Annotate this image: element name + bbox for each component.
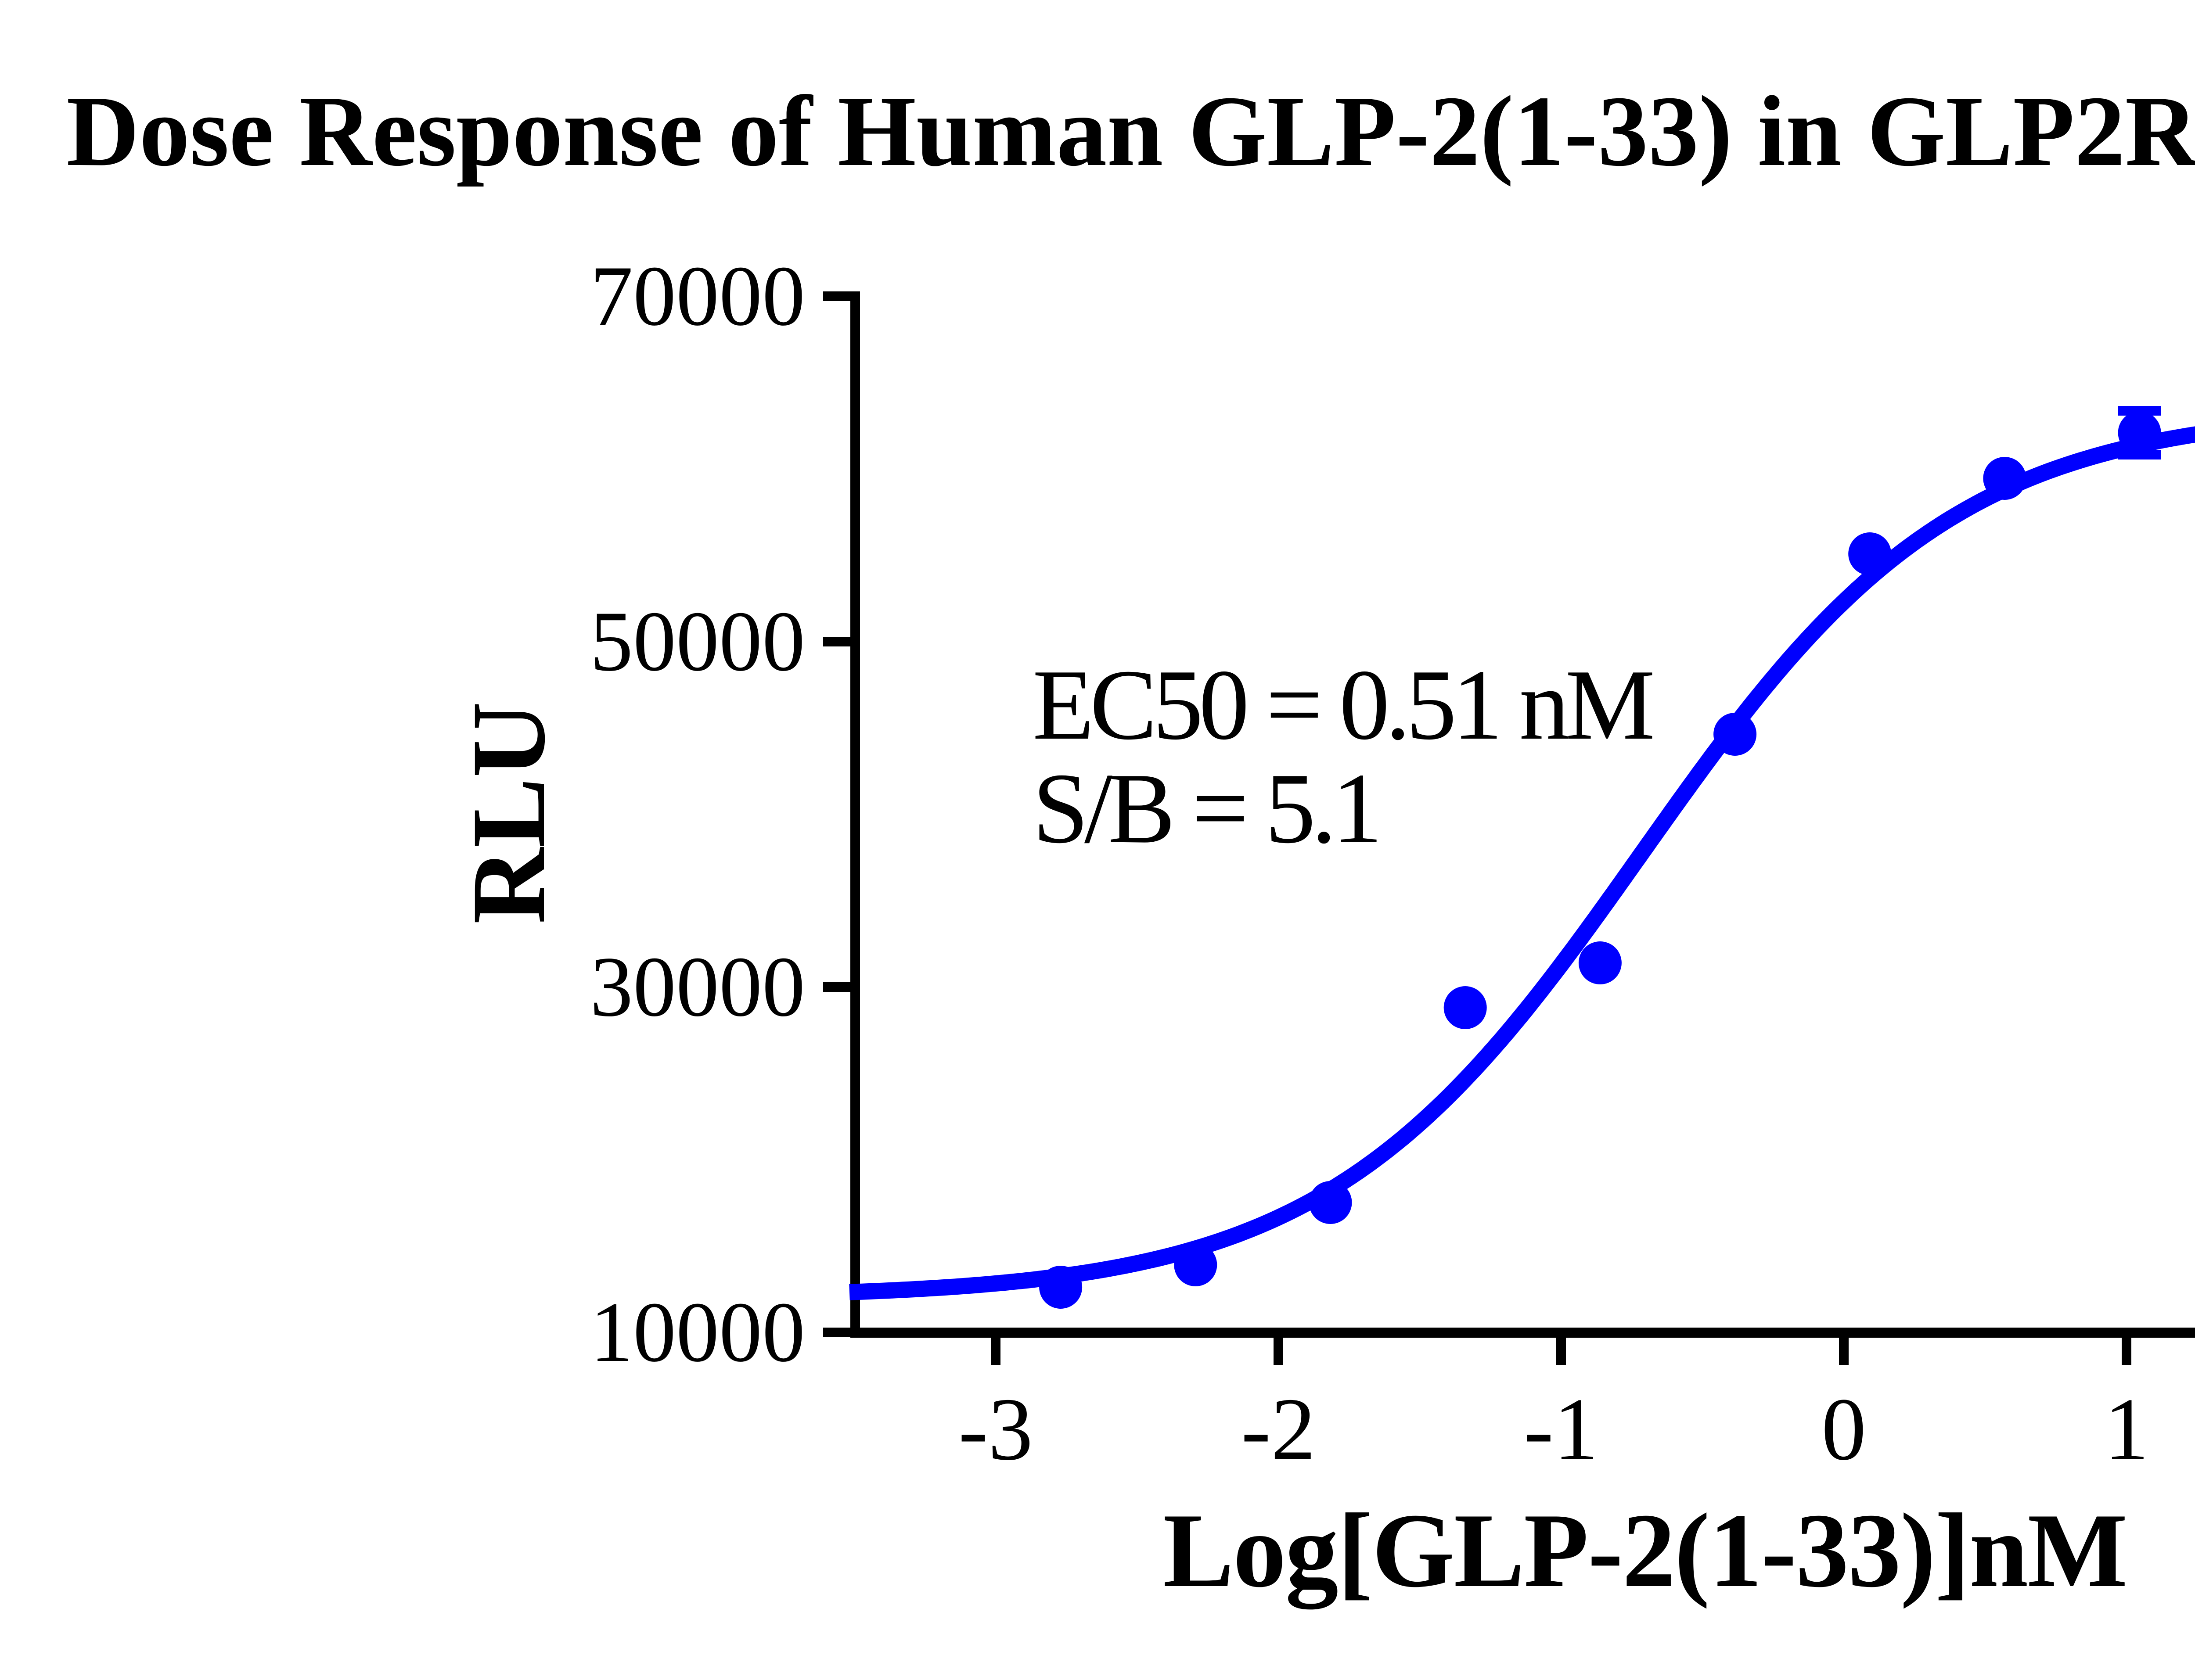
svg-text:-3: -3 — [958, 1380, 1033, 1479]
svg-text:10000: 10000 — [590, 1285, 805, 1380]
svg-text:RLU: RLU — [450, 702, 567, 924]
svg-text:1: 1 — [2104, 1380, 2149, 1479]
svg-text:50000: 50000 — [590, 594, 805, 689]
svg-text:EC50 = 0.51 nM: EC50 = 0.51 nM — [1033, 649, 1652, 761]
svg-text:70000: 70000 — [590, 248, 805, 344]
svg-text:Dose Response of Human GLP-2(1: Dose Response of Human GLP-2(1-33) in GL… — [66, 66, 2195, 187]
svg-text:0: 0 — [1821, 1380, 1866, 1479]
svg-text:30000: 30000 — [590, 939, 805, 1034]
svg-text:S/B = 5.1: S/B = 5.1 — [1033, 752, 1378, 864]
svg-text:-2: -2 — [1241, 1380, 1316, 1479]
svg-text:-1: -1 — [1524, 1380, 1598, 1479]
svg-text:Log[GLP-2(1-33)]nM: Log[GLP-2(1-33)]nM — [1163, 1492, 2127, 1609]
